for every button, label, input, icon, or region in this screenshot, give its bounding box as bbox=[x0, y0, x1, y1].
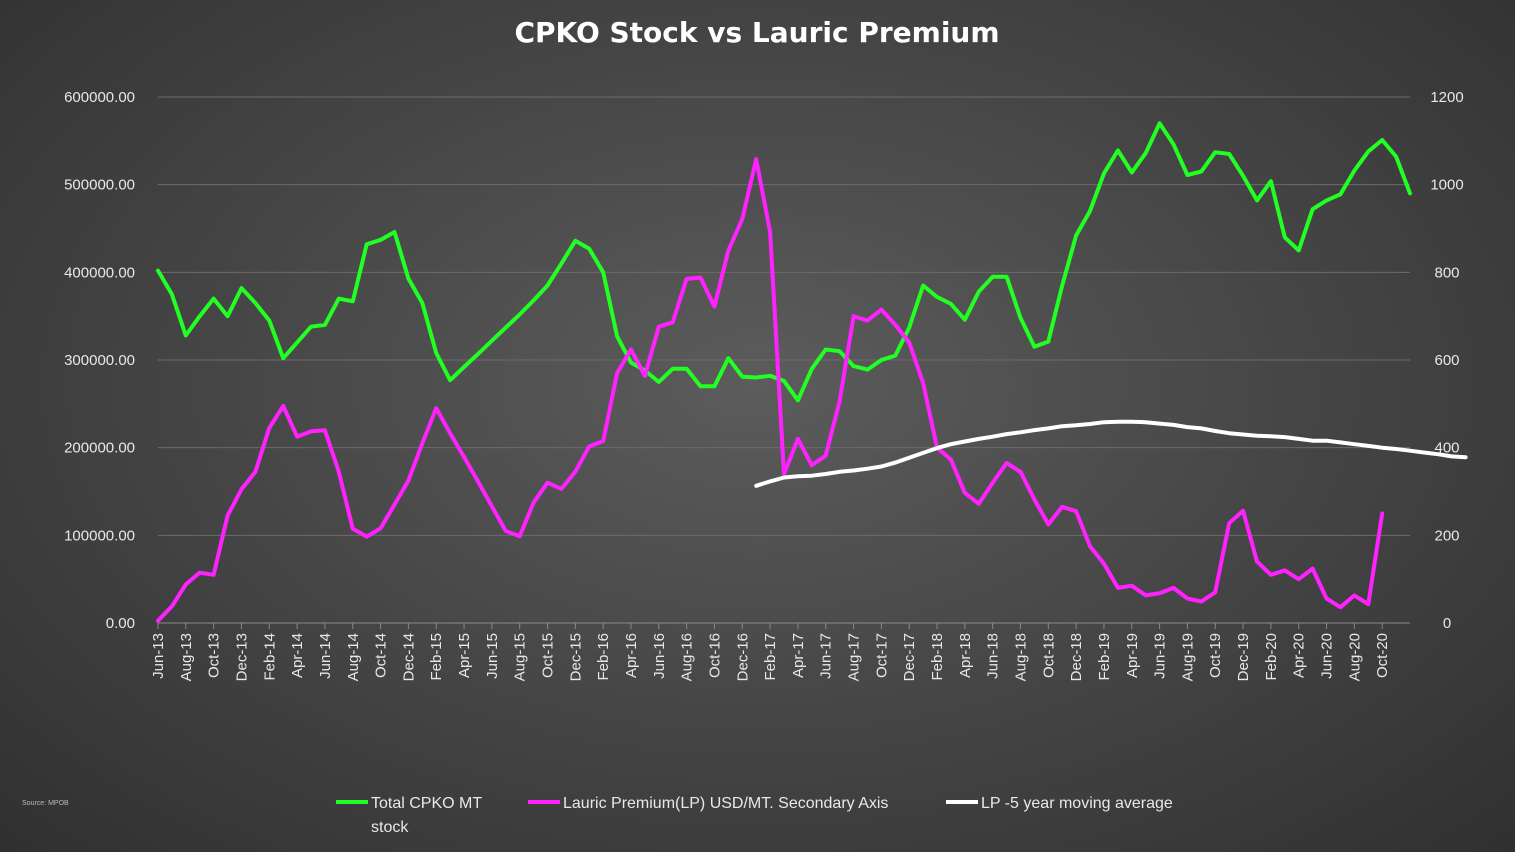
y-left-tick-label: 400000.00 bbox=[64, 264, 135, 281]
x-tick-label: Apr-17 bbox=[790, 633, 807, 678]
x-tick-label: Apr-18 bbox=[957, 633, 974, 678]
y-right-tick-label: 800 bbox=[1434, 264, 1459, 281]
x-tick-label: Feb-15 bbox=[428, 633, 445, 681]
x-tick-label: Apr-15 bbox=[456, 633, 473, 678]
x-tick-label: Apr-19 bbox=[1124, 633, 1141, 678]
x-tick-label: Oct-19 bbox=[1207, 633, 1224, 678]
y-right-tick-label: 200 bbox=[1434, 527, 1459, 544]
gridlines bbox=[158, 96, 1410, 624]
x-tick-label: Feb-18 bbox=[929, 633, 946, 681]
x-tick-label: Aug-20 bbox=[1346, 633, 1363, 681]
x-tick-label: Oct-15 bbox=[540, 633, 557, 678]
x-tick-label: Feb-20 bbox=[1263, 633, 1280, 681]
series-line-0 bbox=[156, 121, 1412, 403]
series-line-1 bbox=[156, 157, 1385, 623]
x-tick-label: Jun-18 bbox=[985, 633, 1002, 679]
y-right-tick-label: 0 bbox=[1443, 615, 1451, 632]
series-line-2 bbox=[754, 419, 1468, 488]
x-tick-label: Jun-20 bbox=[1319, 633, 1336, 679]
y-left-tick-label: 200000.00 bbox=[64, 440, 135, 457]
x-tick-label: Oct-17 bbox=[873, 633, 890, 678]
x-tick-label: Jun-15 bbox=[484, 633, 501, 679]
x-tick-label: Aug-19 bbox=[1179, 633, 1196, 681]
legend-label-cpko-line2: stock bbox=[371, 819, 409, 836]
series-lines bbox=[156, 121, 1468, 623]
x-axis: Jun-13 Aug-13 Oct-13 Dec-13 Feb-14 Apr-14 Jun-… bbox=[150, 623, 1391, 681]
legend-label-lauric: Lauric Premium(LP) USD/MT. Secondary Axi… bbox=[563, 795, 888, 812]
x-tick-label: Aug-14 bbox=[345, 633, 362, 681]
x-tick-label: Feb-17 bbox=[762, 633, 779, 681]
x-tick-label: Dec-15 bbox=[567, 633, 584, 681]
x-tick-label: Feb-16 bbox=[595, 633, 612, 681]
legend-label-cpko: Total CPKO MT bbox=[371, 795, 482, 812]
x-tick-label: Aug-17 bbox=[846, 633, 863, 681]
source-note: Source: MPOB bbox=[22, 800, 69, 807]
y-left-tick-label: 100000.00 bbox=[64, 527, 135, 544]
x-tick-label: Jun-17 bbox=[818, 633, 835, 679]
left-axis: 0.00 100000.00 200000.00 300000.00 400000.00… bbox=[64, 89, 135, 632]
x-tick-label: Oct-18 bbox=[1040, 633, 1057, 678]
x-tick-label: Oct-13 bbox=[206, 633, 223, 678]
y-left-tick-label: 0.00 bbox=[106, 615, 135, 632]
y-right-tick-label: 400 bbox=[1434, 440, 1459, 457]
x-tick-label: Dec-14 bbox=[400, 633, 417, 681]
x-tick-label: Apr-14 bbox=[289, 633, 306, 678]
y-right-tick-label: 1000 bbox=[1430, 177, 1463, 194]
x-tick-label: Apr-20 bbox=[1291, 633, 1308, 678]
x-tick-label: Jun-14 bbox=[317, 633, 334, 679]
right-axis: 0 200 400 600 800 1000 1200 bbox=[1430, 89, 1463, 632]
x-tick-label: Oct-16 bbox=[706, 633, 723, 678]
x-tick-label: Dec-17 bbox=[901, 633, 918, 681]
x-tick-label: Aug-18 bbox=[1012, 633, 1029, 681]
x-tick-label: Jun-16 bbox=[651, 633, 668, 679]
y-right-tick-label: 600 bbox=[1434, 352, 1459, 369]
x-tick-label: Aug-15 bbox=[512, 633, 529, 681]
x-tick-label: Jun-13 bbox=[150, 633, 167, 679]
legend: Total CPKO MT stock Lauric Premium(LP) U… bbox=[336, 795, 1173, 836]
x-tick-label: Feb-14 bbox=[261, 633, 278, 681]
y-left-tick-label: 500000.00 bbox=[64, 177, 135, 194]
x-tick-label: Oct-14 bbox=[373, 633, 390, 678]
x-tick-label: Dec-16 bbox=[734, 633, 751, 681]
x-tick-label: Dec-19 bbox=[1235, 633, 1252, 681]
x-tick-label: Aug-13 bbox=[178, 633, 195, 681]
legend-label-ma: LP -5 year moving average bbox=[981, 795, 1173, 812]
y-right-tick-label: 1200 bbox=[1430, 89, 1463, 106]
x-tick-label: Dec-18 bbox=[1068, 633, 1085, 681]
y-left-tick-label: 600000.00 bbox=[64, 89, 135, 106]
x-tick-label: Apr-16 bbox=[623, 633, 640, 678]
x-tick-label: Jun-19 bbox=[1152, 633, 1169, 679]
x-tick-label: Oct-20 bbox=[1374, 633, 1391, 678]
x-tick-label: Feb-19 bbox=[1096, 633, 1113, 681]
y-left-tick-label: 300000.00 bbox=[64, 352, 135, 369]
x-tick-label: Dec-13 bbox=[233, 633, 250, 681]
chart-title: CPKO Stock vs Lauric Premium bbox=[514, 16, 999, 49]
x-tick-label: Aug-16 bbox=[679, 633, 696, 681]
